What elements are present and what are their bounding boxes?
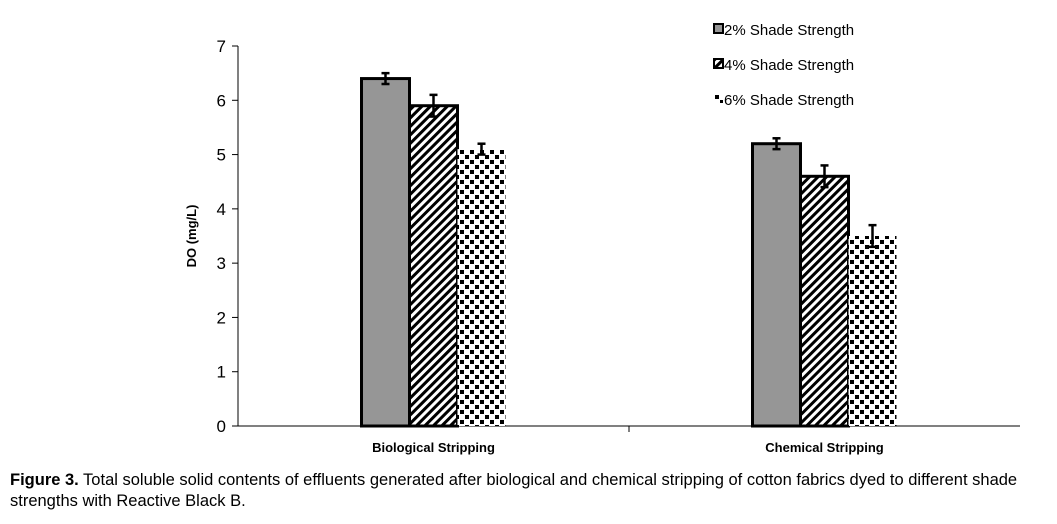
x-tick-label: Chemical Stripping (765, 440, 884, 455)
legend-swatch (713, 23, 724, 34)
x-tick-label: Biological Stripping (372, 440, 495, 455)
legend-swatch (714, 94, 723, 103)
bar-chart: 0 1 2 3 4 5 6 7 DO (mg/L) Biological Stripping Che… (184, 22, 1020, 455)
figure-caption: Figure 3. Total soluble solid contents o… (10, 470, 1055, 512)
y-tick-label: 2 (217, 308, 226, 327)
y-tick-label: 6 (217, 91, 226, 110)
legend-label: 2% Shade Strength (724, 22, 854, 39)
legend-swatch (713, 58, 724, 69)
y-tick-label: 3 (217, 254, 226, 273)
y-tick-label: 7 (217, 37, 226, 56)
bar-diagonal (408, 104, 459, 428)
bar-solid (751, 142, 802, 428)
caption-text: Total soluble solid contents of effluent… (10, 471, 1018, 510)
y-axis-label: DO (mg/L) (184, 205, 199, 268)
y-tick-label: 5 (217, 146, 226, 165)
y-tick-label: 4 (217, 200, 226, 219)
legend-label: 6% Shade Strength (724, 92, 854, 109)
y-tick-label: 1 (217, 363, 226, 382)
bar-dots (848, 236, 897, 426)
legend-label: 4% Shade Strength (724, 57, 854, 74)
y-tick-label: 0 (217, 417, 226, 436)
bar-dots (457, 149, 506, 426)
bar-solid (360, 77, 411, 428)
bar-diagonal (799, 174, 850, 428)
caption-label: Figure 3. (10, 471, 79, 489)
